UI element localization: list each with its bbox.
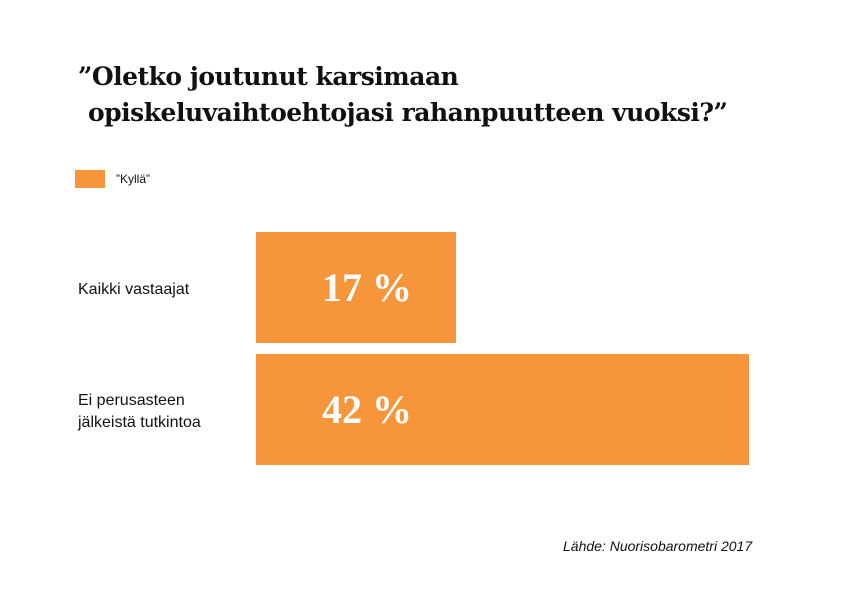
- category-label: Ei perusasteen jälkeistä tutkintoa: [78, 391, 201, 431]
- legend-swatch: [75, 170, 105, 188]
- chart-title: opiskeluvaihtoehtojasi rahanpuutteen vuo…: [88, 98, 728, 127]
- bar: [256, 354, 750, 465]
- value-label: 17 %: [322, 265, 412, 310]
- chart-title: ”Oletko joutunut karsimaan: [78, 62, 459, 91]
- source: Lähde: Nuorisobarometri 2017: [563, 538, 753, 554]
- value-label: 42 %: [322, 387, 412, 432]
- category-label: Kaikki vastaajat: [78, 280, 190, 298]
- legend-label: ”Kyllä”: [116, 172, 151, 186]
- bar: [256, 232, 456, 343]
